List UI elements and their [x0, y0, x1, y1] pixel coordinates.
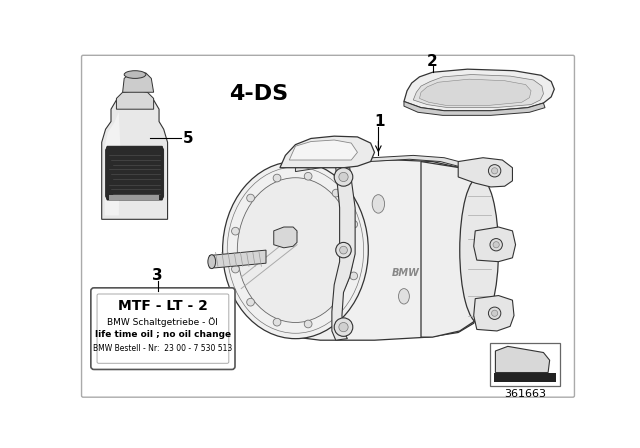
Circle shape	[273, 319, 281, 326]
Circle shape	[493, 241, 499, 248]
Polygon shape	[404, 102, 545, 116]
Polygon shape	[494, 373, 556, 382]
Polygon shape	[458, 158, 513, 187]
Polygon shape	[209, 250, 266, 268]
Circle shape	[232, 227, 239, 235]
Circle shape	[490, 238, 502, 251]
Polygon shape	[296, 160, 479, 340]
Circle shape	[488, 307, 501, 319]
Circle shape	[334, 318, 353, 336]
Polygon shape	[419, 79, 531, 105]
Polygon shape	[413, 74, 543, 108]
Polygon shape	[296, 155, 476, 173]
Circle shape	[332, 303, 340, 311]
Text: 361663: 361663	[504, 389, 546, 399]
FancyBboxPatch shape	[490, 343, 560, 386]
Ellipse shape	[237, 178, 353, 323]
Ellipse shape	[124, 71, 146, 78]
FancyBboxPatch shape	[97, 294, 229, 363]
Polygon shape	[474, 296, 514, 331]
Text: BMW Schaltgetriebe - Öl: BMW Schaltgetriebe - Öl	[108, 317, 218, 327]
Text: 3: 3	[152, 268, 163, 283]
Text: life time oil ; no oil change: life time oil ; no oil change	[95, 330, 231, 339]
Polygon shape	[274, 227, 297, 248]
Ellipse shape	[223, 162, 368, 339]
Polygon shape	[102, 92, 168, 220]
Circle shape	[232, 265, 239, 273]
Text: MTF - LT - 2: MTF - LT - 2	[118, 299, 208, 313]
Circle shape	[492, 310, 498, 316]
Polygon shape	[289, 140, 358, 160]
Circle shape	[336, 242, 351, 258]
Polygon shape	[105, 112, 120, 215]
Polygon shape	[332, 168, 355, 340]
Polygon shape	[116, 90, 154, 109]
Polygon shape	[495, 346, 550, 373]
Circle shape	[488, 165, 501, 177]
Circle shape	[246, 298, 255, 306]
Text: BMW Bestell - Nr:  23 00 - 7 530 513: BMW Bestell - Nr: 23 00 - 7 530 513	[93, 344, 232, 353]
Ellipse shape	[460, 177, 499, 323]
Polygon shape	[404, 69, 554, 111]
Polygon shape	[109, 195, 159, 200]
Circle shape	[246, 194, 255, 202]
Text: BMW: BMW	[392, 268, 419, 278]
Polygon shape	[123, 72, 154, 92]
Circle shape	[339, 172, 348, 181]
Circle shape	[332, 189, 340, 197]
Ellipse shape	[208, 255, 216, 269]
Polygon shape	[106, 146, 164, 200]
Circle shape	[273, 174, 281, 182]
Polygon shape	[280, 136, 374, 168]
Circle shape	[304, 172, 312, 180]
Text: 1: 1	[374, 114, 385, 129]
Circle shape	[492, 168, 498, 174]
Polygon shape	[421, 162, 479, 337]
Circle shape	[304, 320, 312, 328]
Circle shape	[339, 323, 348, 332]
Circle shape	[340, 246, 348, 254]
Circle shape	[334, 168, 353, 186]
Text: 2: 2	[428, 54, 438, 69]
Text: 5: 5	[183, 131, 194, 146]
Circle shape	[350, 220, 358, 228]
Circle shape	[350, 272, 358, 280]
FancyBboxPatch shape	[91, 288, 235, 370]
Ellipse shape	[372, 195, 385, 213]
Polygon shape	[474, 227, 516, 262]
Ellipse shape	[399, 289, 410, 304]
Text: 4-DS: 4-DS	[228, 84, 288, 104]
